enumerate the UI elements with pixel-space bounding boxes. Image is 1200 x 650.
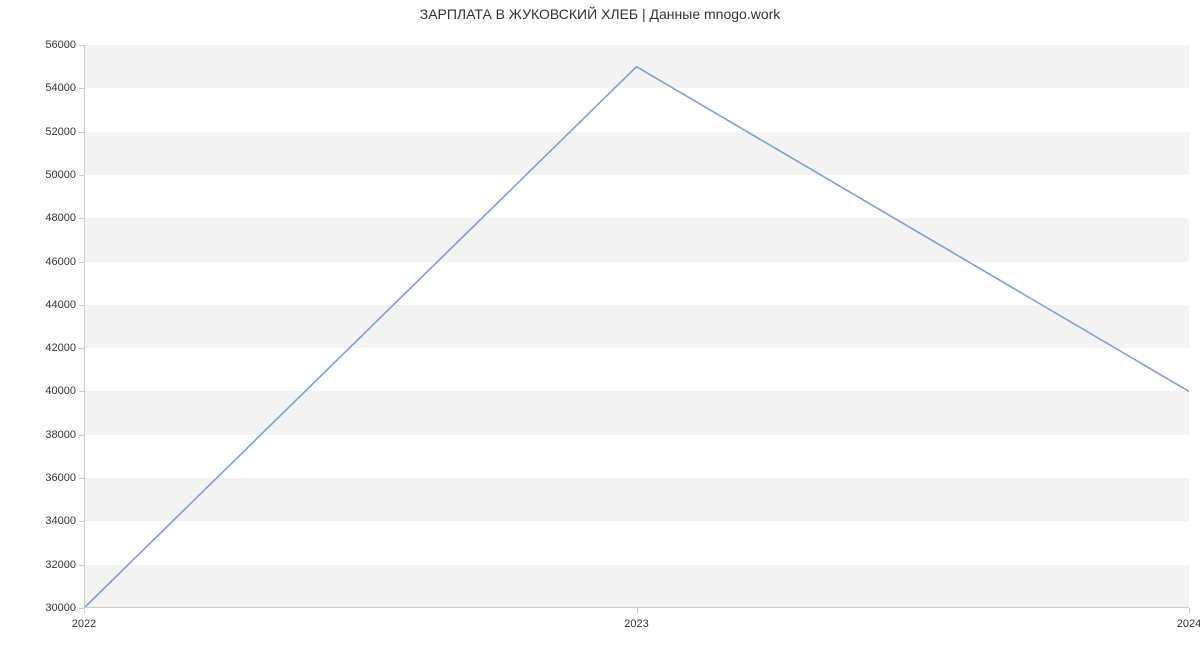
y-tick-mark	[79, 175, 84, 176]
y-tick-mark	[79, 348, 84, 349]
x-tick-mark	[84, 608, 85, 613]
y-tick-label: 30000	[45, 602, 76, 614]
chart-container: ЗАРПЛАТА В ЖУКОВСКИЙ ХЛЕБ | Данные mnogo…	[0, 0, 1200, 650]
y-tick-mark	[79, 132, 84, 133]
y-tick-label: 56000	[45, 39, 76, 51]
y-tick-label: 50000	[45, 169, 76, 181]
y-tick-mark	[79, 218, 84, 219]
y-tick-mark	[79, 45, 84, 46]
y-tick-label: 42000	[45, 342, 76, 354]
y-tick-mark	[79, 565, 84, 566]
x-tick-label: 2024	[1177, 618, 1200, 630]
y-tick-label: 32000	[45, 559, 76, 571]
y-tick-mark	[79, 391, 84, 392]
y-tick-label: 46000	[45, 256, 76, 268]
y-tick-mark	[79, 478, 84, 479]
y-tick-label: 48000	[45, 212, 76, 224]
y-tick-mark	[79, 521, 84, 522]
y-tick-label: 40000	[45, 385, 76, 397]
series-line-salary	[84, 67, 1189, 608]
line-layer	[84, 45, 1189, 608]
y-tick-label: 54000	[45, 82, 76, 94]
x-tick-mark	[1189, 608, 1190, 613]
y-tick-mark	[79, 305, 84, 306]
y-tick-mark	[79, 435, 84, 436]
y-tick-label: 38000	[45, 429, 76, 441]
x-tick-mark	[637, 608, 638, 613]
chart-title: ЗАРПЛАТА В ЖУКОВСКИЙ ХЛЕБ | Данные mnogo…	[0, 6, 1200, 22]
y-tick-label: 44000	[45, 299, 76, 311]
y-tick-label: 52000	[45, 126, 76, 138]
y-tick-label: 36000	[45, 472, 76, 484]
plot-area: 3000032000340003600038000400004200044000…	[84, 45, 1189, 608]
y-tick-mark	[79, 262, 84, 263]
y-tick-label: 34000	[45, 515, 76, 527]
y-axis-line	[84, 45, 85, 608]
x-tick-label: 2023	[624, 618, 648, 630]
x-tick-label: 2022	[72, 618, 96, 630]
y-tick-mark	[79, 88, 84, 89]
